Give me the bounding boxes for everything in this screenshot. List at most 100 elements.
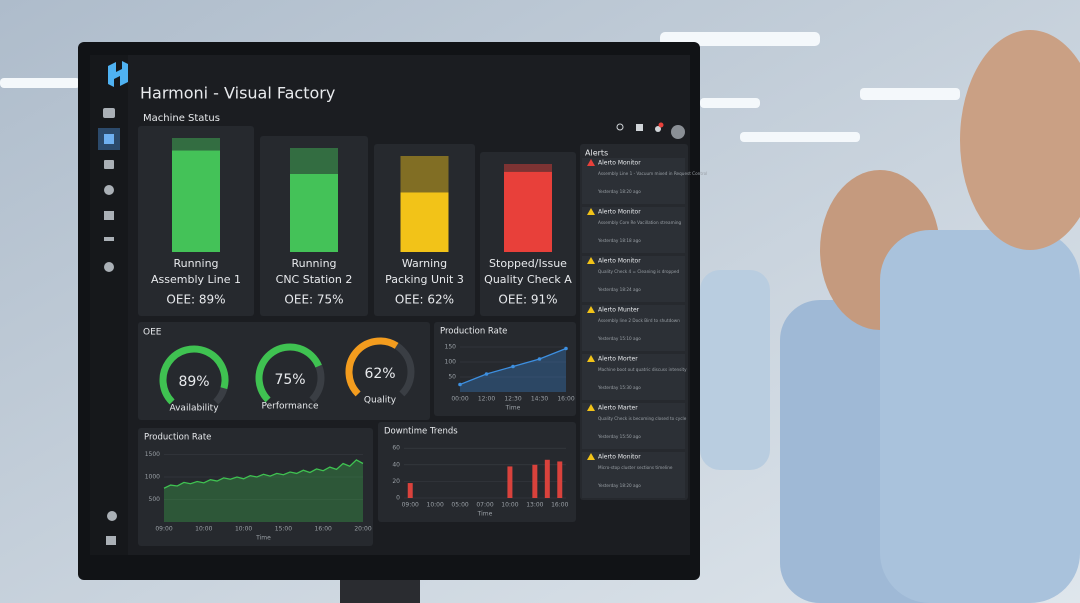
alert-item	[582, 305, 685, 351]
alert-item	[582, 354, 685, 400]
chart-title: Production Rate	[144, 433, 211, 443]
gauge-value: 62%	[364, 366, 395, 382]
bar	[532, 464, 538, 498]
machine-name: Packing Unit 3	[385, 273, 464, 286]
alert-item	[582, 256, 685, 302]
warning-icon	[587, 404, 595, 411]
gauge-value: 89%	[178, 374, 209, 390]
x-tick-label: 15:00	[275, 526, 292, 533]
logo	[108, 61, 128, 87]
alert-item	[582, 403, 685, 449]
point	[537, 357, 542, 361]
alert-title: Alerto Marter	[598, 405, 638, 412]
x-tick-label: 14:30	[531, 396, 548, 403]
section-title: Machine Status	[143, 113, 220, 124]
alert-text: Assembly line 2 Dock Bird to shutdown	[598, 318, 680, 323]
alert-title: Alerto Munter	[598, 307, 640, 314]
y-tick-label: 100	[445, 359, 457, 366]
machine-name: Quality Check A	[484, 273, 572, 286]
warning-icon	[587, 257, 595, 264]
machine-name: Assembly Line 1	[151, 273, 241, 286]
warning-icon	[587, 208, 595, 215]
warning-icon	[587, 159, 595, 166]
alert-time: Yesterday 18:20 ago	[597, 189, 641, 194]
gauge-arc	[159, 345, 229, 405]
x-tick-label: 09:00	[155, 526, 172, 533]
y-tick-label: 1000	[145, 474, 160, 481]
point	[511, 364, 515, 369]
warning-icon	[587, 453, 595, 460]
oee-label: OEE: 75%	[284, 293, 343, 307]
x-tick-label: 20:00	[354, 526, 371, 533]
status-bar	[172, 150, 220, 252]
status-label: Warning	[402, 257, 447, 270]
warning-icon	[587, 306, 595, 313]
app-title: Harmoni - Visual Factory	[140, 84, 335, 103]
y-tick-label: 500	[149, 496, 161, 503]
point	[484, 372, 489, 376]
alert-title: Alerto Monitor	[598, 209, 641, 216]
people	[700, 30, 1080, 603]
gauge-arc	[255, 343, 322, 403]
y-tick-label: 150	[445, 344, 457, 351]
alert-text: Assembly Core Re Vacillation streaming	[598, 220, 681, 225]
alert-time: Yesterday 18:24 ago	[597, 287, 641, 292]
gauge-value: 75%	[274, 372, 305, 388]
x-tick-label: 10:00	[195, 526, 212, 533]
alert-item	[582, 158, 685, 204]
x-tick-label: 16:00	[557, 396, 574, 403]
status-label: Running	[173, 257, 218, 270]
warning-icon	[587, 355, 595, 362]
x-axis-label: Time	[505, 405, 521, 412]
alert-time: Yesterday 18:20 ago	[597, 483, 641, 488]
gauge-label: Availability	[169, 404, 219, 414]
point	[458, 382, 462, 387]
alert-text: Assembly Line 1 - Vacuum mixed in Reques…	[598, 171, 707, 176]
bar	[507, 466, 513, 498]
status-bar	[504, 171, 552, 252]
oee-label: OEE: 91%	[498, 293, 557, 307]
status-bar	[290, 174, 338, 252]
status-label: Running	[291, 257, 336, 270]
toolbar[interactable]	[616, 122, 685, 140]
bar	[557, 461, 563, 498]
x-tick-label: 16:00	[315, 526, 332, 533]
x-axis-label: Time	[255, 535, 271, 542]
area	[164, 459, 363, 522]
x-tick-label: 10:00	[501, 502, 518, 509]
status-label: Stopped/Issue	[489, 257, 567, 270]
gauge-arc	[345, 337, 399, 397]
x-tick-label: 00:00	[451, 396, 468, 403]
x-tick-label: 05:00	[451, 502, 468, 509]
alert-text: Quality Check 4 = Cleaning is dropped	[598, 269, 679, 274]
bar	[407, 483, 413, 498]
alert-text: Machine boot out quatric discuss intensi…	[598, 367, 687, 372]
alert-text: Micro-stop cluster sections timeline	[598, 465, 673, 470]
x-tick-label: 10:00	[235, 526, 252, 533]
gauge-label: Quality	[364, 396, 397, 406]
alert-title: Alerto Monitor	[598, 160, 641, 167]
oee-label: OEE: 62%	[395, 293, 454, 307]
sidebar-icons[interactable]	[98, 108, 120, 545]
alert-title: Alerto Monitor	[598, 258, 641, 265]
x-tick-label: 07:00	[476, 502, 493, 509]
alert-time: Yesterday 15:10 ago	[597, 336, 641, 341]
chart-title: Downtime Trends	[384, 427, 458, 437]
y-tick-label: 0	[396, 495, 400, 502]
alert-item	[582, 452, 685, 498]
panel-title: OEE	[143, 328, 162, 338]
point	[564, 346, 568, 351]
x-tick-label: 09:00	[402, 502, 419, 509]
y-tick-label: 60	[392, 445, 400, 452]
alert-title: Alerto Morter	[598, 356, 638, 363]
oee-label: OEE: 89%	[166, 293, 225, 307]
y-tick-label: 1500	[145, 451, 160, 458]
x-axis-label: Time	[477, 511, 493, 518]
alert-text: Quality Check is becoming closed to cycl…	[598, 416, 687, 421]
alert-title: Alerto Monitor	[598, 454, 641, 461]
x-tick-label: 12:30	[504, 396, 521, 403]
y-tick-label: 40	[392, 461, 400, 468]
panel-title: Alerts	[585, 149, 608, 158]
x-tick-label: 10:00	[427, 502, 444, 509]
bar	[544, 459, 550, 498]
